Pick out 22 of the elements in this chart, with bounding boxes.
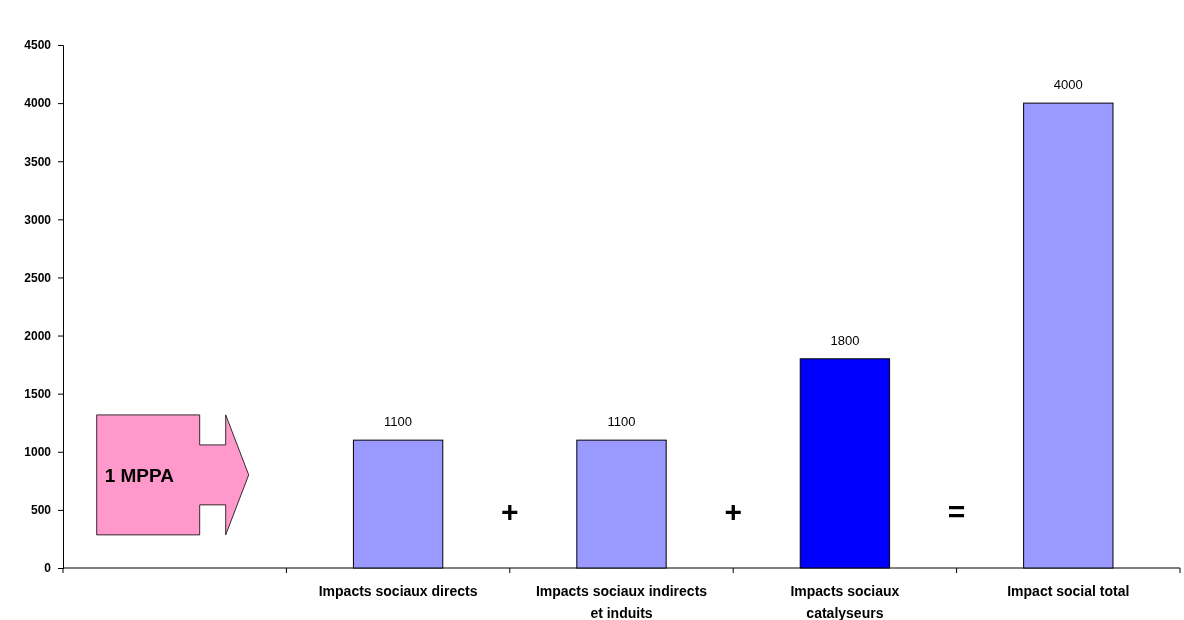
y-tick-label: 3500 [24,154,52,169]
y-tick-label: 0 [44,561,52,576]
y-tick-label: 4000 [24,96,52,111]
annotation: + [501,494,519,528]
data-label: 4000 [1053,77,1083,93]
x-tick-label: Impact social total [1007,583,1130,599]
y-tick-label: 3000 [24,212,52,227]
y-tick-label: 2500 [24,270,52,285]
annotation: 1 MPPA [104,464,175,486]
x-tick-label: Impacts sociaux catalyseurs [790,583,900,620]
y-tick-label: 4500 [24,38,52,53]
y-tick-label: 500 [30,503,52,518]
x-tick-label: Impacts sociaux indirects et induits [535,583,708,620]
y-tick-label: 1000 [24,445,52,460]
data-label: 1800 [830,332,860,348]
annotation: = [947,494,966,528]
data-label: 1100 [384,414,413,430]
y-tick-label: 2000 [24,328,52,343]
y-tick-label: 1500 [24,387,52,402]
data-label: 1100 [607,414,636,430]
annotation: + [724,494,742,528]
x-tick-label: Impacts sociaux directs [318,583,478,599]
